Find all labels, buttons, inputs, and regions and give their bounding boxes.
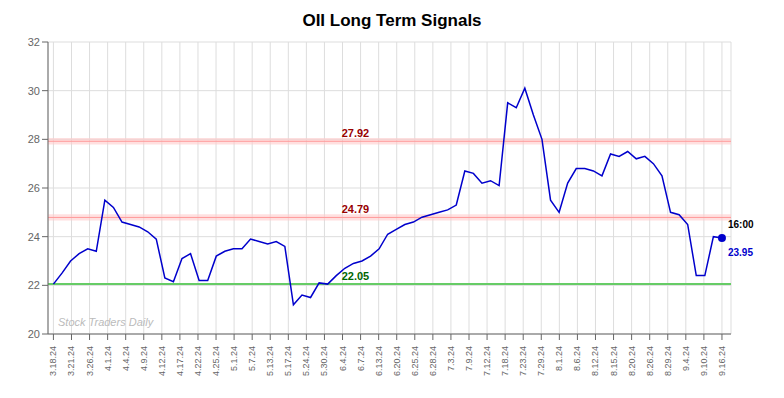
svg-text:26: 26 xyxy=(28,182,40,194)
svg-text:8.1.24: 8.1.24 xyxy=(554,346,564,371)
svg-text:27.92: 27.92 xyxy=(342,127,370,139)
svg-text:30: 30 xyxy=(28,85,40,97)
svg-text:3.21.24: 3.21.24 xyxy=(66,346,76,376)
svg-text:6.20.24: 6.20.24 xyxy=(392,346,402,376)
svg-text:7.29.24: 7.29.24 xyxy=(536,346,546,376)
svg-text:7.12.24: 7.12.24 xyxy=(482,346,492,376)
svg-text:4.4.24: 4.4.24 xyxy=(121,346,131,371)
svg-text:4.9.24: 4.9.24 xyxy=(139,346,149,371)
svg-text:6.25.24: 6.25.24 xyxy=(410,346,420,376)
svg-text:7.18.24: 7.18.24 xyxy=(500,346,510,376)
svg-text:7.3.24: 7.3.24 xyxy=(446,346,456,371)
svg-text:4.12.24: 4.12.24 xyxy=(157,346,167,376)
svg-text:4.1.24: 4.1.24 xyxy=(103,346,113,371)
svg-text:5.30.24: 5.30.24 xyxy=(319,346,329,376)
svg-text:22: 22 xyxy=(28,279,40,291)
svg-text:22.05: 22.05 xyxy=(342,270,370,282)
svg-text:20: 20 xyxy=(28,328,40,340)
svg-text:8.26.24: 8.26.24 xyxy=(645,346,655,376)
svg-text:9.10.24: 9.10.24 xyxy=(699,346,709,376)
svg-text:8.12.24: 8.12.24 xyxy=(590,346,600,376)
svg-text:6.13.24: 6.13.24 xyxy=(374,346,384,376)
svg-text:7.9.24: 7.9.24 xyxy=(464,346,474,371)
svg-text:6.28.24: 6.28.24 xyxy=(428,346,438,376)
svg-text:5.17.24: 5.17.24 xyxy=(283,346,293,376)
svg-text:4.25.24: 4.25.24 xyxy=(211,346,221,376)
svg-text:9.4.24: 9.4.24 xyxy=(681,346,691,371)
svg-text:24.79: 24.79 xyxy=(342,203,370,215)
svg-text:3.26.24: 3.26.24 xyxy=(85,346,95,376)
svg-text:8.29.24: 8.29.24 xyxy=(663,346,673,376)
svg-text:6.7.24: 6.7.24 xyxy=(356,346,366,371)
svg-text:8.20.24: 8.20.24 xyxy=(627,346,637,376)
svg-text:3.18.24: 3.18.24 xyxy=(48,346,58,376)
svg-text:16:00: 16:00 xyxy=(728,219,754,230)
svg-text:4.22.24: 4.22.24 xyxy=(193,346,203,376)
svg-text:5.13.24: 5.13.24 xyxy=(265,346,275,376)
svg-text:4.17.24: 4.17.24 xyxy=(175,346,185,376)
svg-text:Stock Traders Daily: Stock Traders Daily xyxy=(58,316,155,328)
svg-text:5.1.24: 5.1.24 xyxy=(229,346,239,371)
svg-text:8.15.24: 8.15.24 xyxy=(609,346,619,376)
svg-text:8.6.24: 8.6.24 xyxy=(572,346,582,371)
svg-text:23.95: 23.95 xyxy=(728,247,753,258)
html-text:OII Long Term Signals: OII Long Term Signals xyxy=(302,11,482,30)
svg-text:9.16.24: 9.16.24 xyxy=(717,346,727,376)
svg-text:32: 32 xyxy=(28,36,40,48)
svg-text:6.4.24: 6.4.24 xyxy=(338,346,348,371)
svg-text:24: 24 xyxy=(28,231,40,243)
svg-text:5.24.24: 5.24.24 xyxy=(301,346,311,376)
svg-text:28: 28 xyxy=(28,133,40,145)
svg-text:7.23.24: 7.23.24 xyxy=(518,346,528,376)
svg-text:5.7.24: 5.7.24 xyxy=(247,346,257,371)
